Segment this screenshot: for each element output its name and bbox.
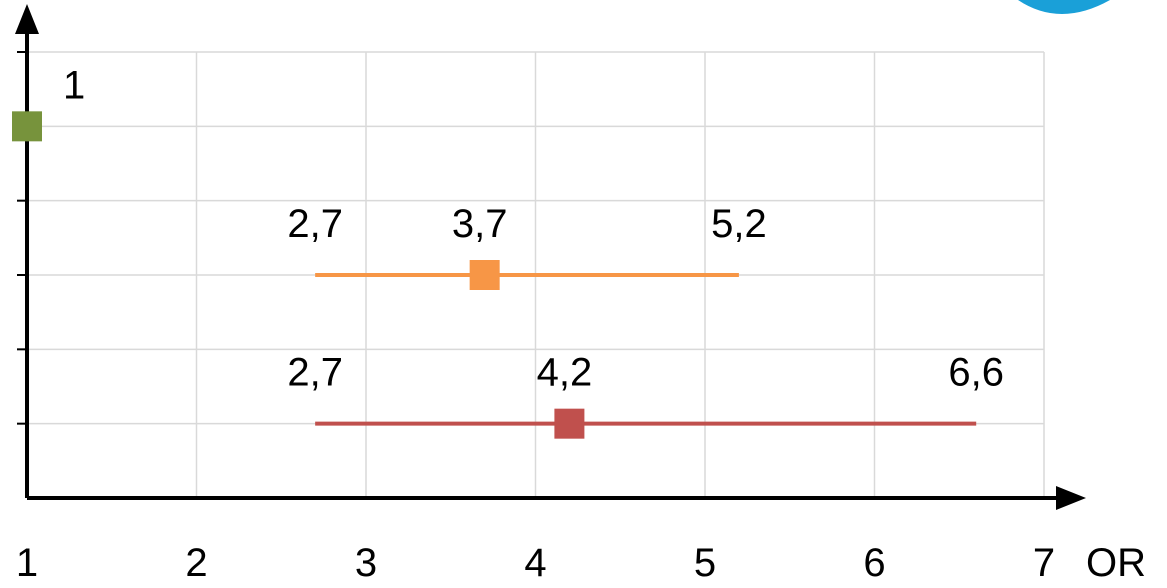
x-tick-labels: 1 2 3 4 5 6 7 xyxy=(16,541,1055,585)
ci-high-label: 6,6 xyxy=(948,351,1004,395)
series-group: 2,7 3,7 5,2 xyxy=(287,202,767,290)
series-group: 2,7 4,2 6,6 xyxy=(287,351,1004,439)
ci-low-label: 2,7 xyxy=(287,202,343,246)
corner-logo-fragment xyxy=(1018,0,1110,14)
y-axis-arrow-icon xyxy=(15,4,39,34)
x-tick-label: 7 xyxy=(1033,541,1055,585)
x-tick-label: 2 xyxy=(185,541,207,585)
x-tick-label: 6 xyxy=(863,541,885,585)
point-marker xyxy=(12,111,42,142)
x-tick-label: 1 xyxy=(16,541,38,585)
x-tick-label: 3 xyxy=(355,541,377,585)
x-axis-title: OR xyxy=(1086,541,1146,585)
point-estimate-label: 3,7 xyxy=(452,202,508,246)
point-estimate-label: 4,2 xyxy=(537,351,593,395)
series-group: 1 xyxy=(12,63,85,142)
series-layer: 1 2,7 3,7 5,2 2,7 4,2 6,6 xyxy=(12,63,1004,439)
x-tick-label: 4 xyxy=(524,541,546,585)
x-tick-label: 5 xyxy=(694,541,716,585)
axes xyxy=(15,4,1086,510)
point-marker xyxy=(554,408,585,439)
ci-low-label: 2,7 xyxy=(287,351,343,395)
x-axis-arrow-icon xyxy=(1056,486,1086,510)
point-estimate-label: 1 xyxy=(63,63,85,107)
ci-high-label: 5,2 xyxy=(711,202,767,246)
point-marker xyxy=(469,260,500,290)
